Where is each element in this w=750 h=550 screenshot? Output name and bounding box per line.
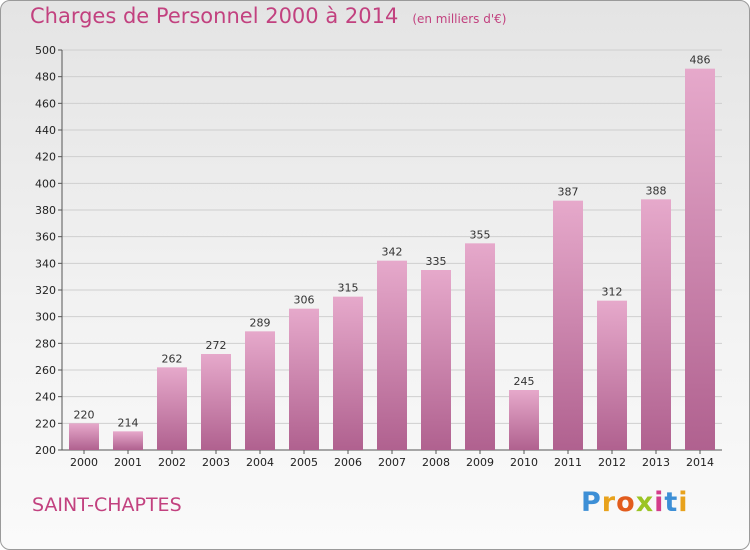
bar-2012 [597,300,627,450]
chart-title: Charges de Personnel 2000 à 2014 (en mill… [30,4,506,28]
commune-name: SAINT-CHAPTES [32,494,182,516]
x-tick-label: 2011 [554,456,582,469]
data-label-2010: 245 [514,375,535,388]
data-label-2006: 315 [338,282,359,295]
x-tick-label: 2008 [422,456,450,469]
bar-2006 [333,296,363,450]
data-label-2000: 220 [74,408,95,421]
logo-letter: P [581,487,602,518]
data-label-2001: 214 [118,416,139,429]
bar-2003 [201,354,231,450]
data-label-2013: 388 [646,184,667,197]
data-label-2014: 486 [690,54,711,67]
data-label-2011: 387 [558,186,579,199]
data-label-2007: 342 [382,246,403,259]
logo-letter: r [601,487,617,518]
y-tick-label: 400 [35,177,56,190]
y-tick-label: 460 [35,97,56,110]
logo-letter: o [616,487,636,518]
data-label-2003: 272 [206,339,227,352]
x-tick-label: 2013 [642,456,670,469]
x-tick-label: 2005 [290,456,318,469]
bar-2010 [509,390,539,450]
title-text: Charges de Personnel 2000 à 2014 [30,4,399,28]
logo-letter: i [654,487,665,518]
bar-2000 [69,423,99,450]
y-tick-label: 340 [35,257,56,270]
data-label-2009: 355 [470,228,491,241]
data-label-2012: 312 [602,286,623,299]
logo-letter: t [664,487,679,518]
axes: 200 220 240 260 280 300 320 340 360 380 400 420 440 4… [35,44,722,469]
logo-letter: i [678,487,689,518]
data-label-2004: 289 [250,316,271,329]
data-labels: 220 214 262 272 289 306 315 342 335 355 245 387 312 3… [74,54,711,430]
x-tick-label: 2003 [202,456,230,469]
bar-2001 [113,431,143,450]
proxiti-logo: Proxiti [581,487,689,518]
x-tick-label: 2006 [334,456,362,469]
chart-subtitle: (en milliers d'€) [412,12,507,26]
y-tick-label: 320 [35,284,56,297]
logo-letter: x [635,487,655,518]
y-tick-label: 200 [35,444,56,457]
bar-2004 [245,331,275,450]
bar-2011 [553,200,583,450]
bars [69,68,715,451]
bar-2008 [421,270,451,450]
y-tick-label: 300 [35,311,56,324]
x-tick-label: 2001 [114,456,142,469]
y-tick-label: 260 [35,364,56,377]
bar-2009 [465,243,495,450]
y-tick-label: 240 [35,391,56,404]
bar-2014 [685,68,715,451]
x-tick-label: 2010 [510,456,538,469]
x-tick-label: 2004 [246,456,274,469]
y-tick-label: 420 [35,151,56,164]
y-tick-label: 440 [35,124,56,137]
bar-2005 [289,308,319,450]
data-label-2008: 335 [426,255,447,268]
y-tick-label: 480 [35,71,56,84]
x-tick-label: 2007 [378,456,406,469]
bar-2002 [157,367,187,450]
bar-2013 [641,199,671,450]
data-label-2002: 262 [162,352,183,365]
x-tick-label: 2002 [158,456,186,469]
y-tick-label: 360 [35,231,56,244]
data-label-2005: 306 [294,294,315,307]
y-tick-label: 380 [35,204,56,217]
x-tick-label: 2009 [466,456,494,469]
y-tick-label: 500 [35,44,56,57]
y-tick-label: 280 [35,337,56,350]
x-tick-label: 2014 [686,456,714,469]
x-tick-label: 2000 [70,456,98,469]
y-tick-label: 220 [35,417,56,430]
x-tick-label: 2012 [598,456,626,469]
bar-2007 [377,260,407,450]
